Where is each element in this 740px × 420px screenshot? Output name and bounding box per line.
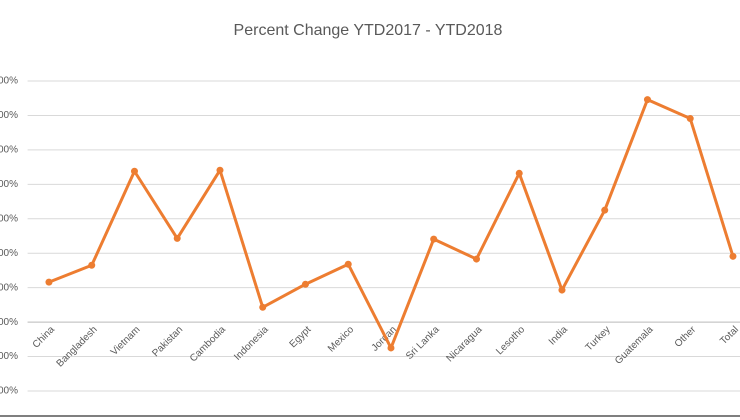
data-point xyxy=(45,278,53,286)
x-tick-label: Egypt xyxy=(288,324,314,350)
x-tick-label: Turkey xyxy=(584,324,613,353)
data-line xyxy=(48,98,735,350)
x-tick-label: Cambodia xyxy=(188,324,228,364)
y-tick-label: 00% xyxy=(0,76,18,87)
data-point xyxy=(601,206,609,214)
chart-title: Percent Change YTD2017 - YTD2018 xyxy=(234,22,503,39)
y-tick-label: 00% xyxy=(0,213,18,224)
y-tick-label: 00% xyxy=(0,145,18,156)
data-point xyxy=(301,280,309,288)
data-point xyxy=(387,344,395,352)
data-point xyxy=(515,169,523,177)
data-point xyxy=(729,252,737,260)
y-tick-label: 00% xyxy=(0,179,18,190)
x-tick-label: Pakistan xyxy=(150,324,185,359)
x-tick-label: Bangladesh xyxy=(55,324,100,369)
x-tick-label: Other xyxy=(673,324,699,350)
data-point xyxy=(216,166,224,174)
y-tick-label: 00% xyxy=(0,248,18,259)
data-point xyxy=(430,235,438,243)
data-point xyxy=(344,260,352,268)
y-tick-label: 00% xyxy=(0,351,18,362)
data-point xyxy=(558,286,566,294)
data-point xyxy=(130,167,138,175)
data-point xyxy=(686,115,694,123)
x-tick-label: China xyxy=(31,324,58,351)
x-tick-label: Lesotho xyxy=(494,324,527,357)
y-tick-label: 00% xyxy=(0,110,18,121)
x-tick-label: Vietnam xyxy=(109,324,143,358)
x-tick-label: Mexico xyxy=(326,324,356,354)
data-point xyxy=(643,96,651,104)
x-tick-label: India xyxy=(547,324,570,347)
x-tick-label: Nicaragua xyxy=(444,324,484,364)
y-tick-label: 00% xyxy=(0,282,18,293)
data-point xyxy=(259,303,267,311)
data-point xyxy=(88,261,96,269)
y-tick-label: 00% xyxy=(0,386,18,397)
x-tick-label: Guatemala xyxy=(613,324,656,367)
x-tick-label: Total xyxy=(718,324,740,347)
y-tick-label: 00% xyxy=(0,317,18,328)
data-point xyxy=(472,255,480,263)
data-point xyxy=(173,234,181,242)
